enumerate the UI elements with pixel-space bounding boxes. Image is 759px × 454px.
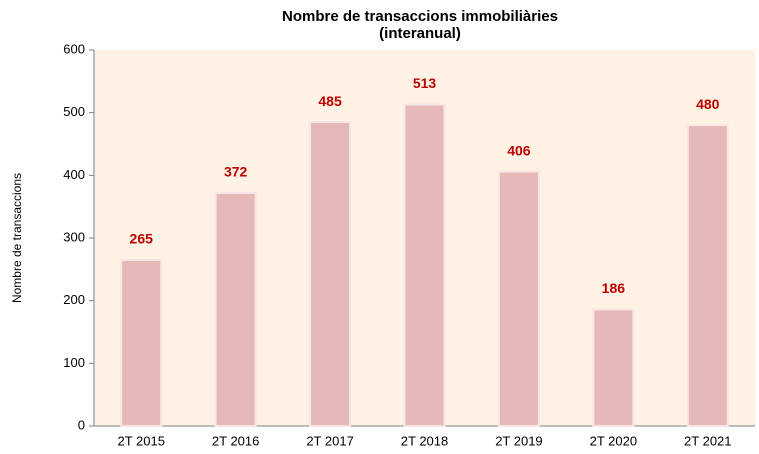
chart-title: Nombre de transaccions immobiliàries: [282, 8, 558, 25]
x-tick-label: 2T 2015: [117, 433, 164, 448]
data-label: 480: [696, 96, 720, 112]
y-tick-label: 200: [63, 292, 85, 307]
data-label: 186: [602, 280, 626, 296]
y-tick-label: 100: [63, 355, 85, 370]
x-tick-label: 2T 2019: [495, 433, 542, 448]
bar: [403, 103, 446, 428]
data-label: 406: [507, 142, 531, 158]
bar: [592, 308, 635, 427]
y-tick-label: 300: [63, 229, 85, 244]
bar: [309, 121, 352, 427]
bar: [214, 191, 257, 427]
chart-title: (interanual): [379, 25, 461, 42]
y-tick-label: 500: [63, 104, 85, 119]
x-tick-label: 2T 2018: [401, 433, 448, 448]
y-tick-label: 600: [63, 41, 85, 56]
data-label: 513: [413, 75, 437, 91]
bar: [497, 170, 540, 427]
y-axis-label: Nombre de transaccions: [10, 173, 24, 303]
x-tick-label: 2T 2021: [684, 433, 731, 448]
data-label: 265: [130, 231, 154, 247]
data-label: 372: [224, 164, 248, 180]
bar: [120, 258, 163, 427]
data-label: 485: [318, 93, 342, 109]
x-tick-label: 2T 2016: [212, 433, 259, 448]
x-tick-label: 2T 2020: [590, 433, 637, 448]
y-tick-label: 400: [63, 167, 85, 182]
bar: [686, 124, 729, 427]
x-tick-label: 2T 2017: [306, 433, 353, 448]
y-tick-label: 0: [78, 417, 85, 432]
